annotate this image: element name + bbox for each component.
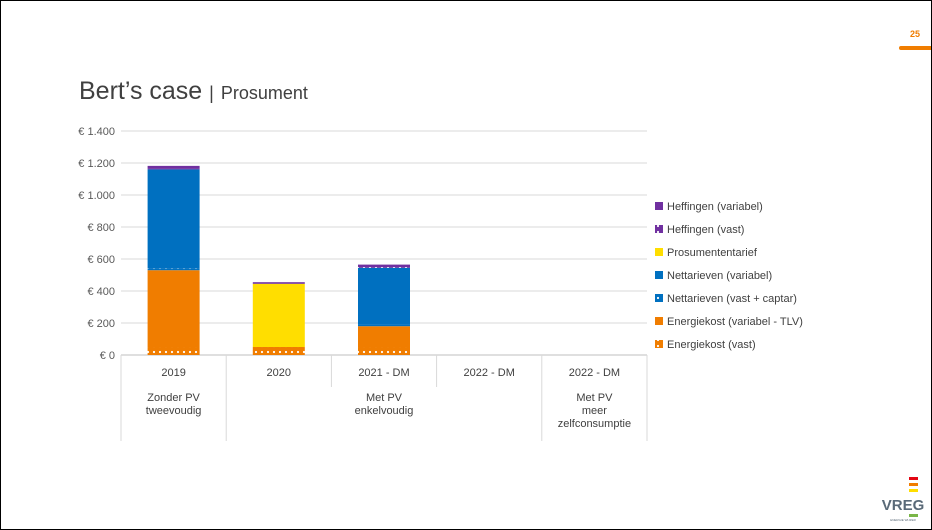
group-label: enkelvoudig bbox=[355, 405, 414, 417]
logo-text: VREG bbox=[882, 497, 925, 514]
y-tick-label: € 1.400 bbox=[78, 126, 115, 138]
y-tick-label: € 0 bbox=[100, 350, 115, 362]
x-tick-label: 2021 - DM bbox=[358, 367, 409, 379]
y-tick-label: € 1.000 bbox=[78, 190, 115, 202]
bar-segment bbox=[147, 270, 200, 347]
group-label: tweevoudig bbox=[146, 405, 202, 417]
legend-label: Heffingen (vast) bbox=[667, 224, 744, 236]
bar-segment bbox=[147, 168, 200, 170]
bar-segment bbox=[147, 165, 200, 169]
bar-segment bbox=[358, 267, 410, 268]
y-tick-label: € 800 bbox=[87, 222, 115, 234]
title-main: Bert’s case bbox=[79, 77, 203, 105]
x-tick-label: 2022 - DM bbox=[464, 367, 515, 379]
logo-bar-orange bbox=[909, 483, 918, 486]
slide-number: 25 bbox=[909, 29, 920, 39]
group-label: meer bbox=[582, 405, 607, 417]
legend-label: Prosumententarief bbox=[667, 247, 758, 259]
bar-segment bbox=[252, 347, 305, 355]
group-label: Zonder PV bbox=[147, 392, 200, 404]
y-tick-label: € 1.200 bbox=[78, 158, 115, 170]
bar-segment bbox=[147, 169, 200, 269]
logo-bar-green bbox=[909, 514, 918, 517]
logo-bar-yellow bbox=[909, 489, 918, 492]
y-tick-label: € 400 bbox=[87, 286, 115, 298]
legend-swatch bbox=[655, 271, 663, 279]
title-subtitle: Prosument bbox=[220, 83, 308, 103]
logo-bar-red bbox=[909, 477, 918, 480]
x-tick-label: 2020 bbox=[267, 367, 291, 379]
vreg-logo: VREG ENERGIE WIJZER bbox=[882, 477, 925, 522]
legend-label: Nettarieven (variabel) bbox=[667, 270, 772, 282]
legend-swatch bbox=[655, 202, 663, 210]
slide-number-accent-bar bbox=[899, 46, 931, 50]
bar-segment bbox=[252, 283, 305, 347]
bar-segment bbox=[252, 282, 305, 283]
legend-label: Nettarieven (vast + captar) bbox=[667, 293, 797, 305]
legend-swatch bbox=[655, 294, 663, 302]
group-label: zelfconsumptie bbox=[558, 418, 631, 430]
bar-segment bbox=[252, 283, 305, 284]
y-tick-label: € 200 bbox=[87, 318, 115, 330]
legend-swatch bbox=[655, 225, 663, 233]
x-tick-label: 2022 - DM bbox=[569, 367, 620, 379]
bar-segment bbox=[147, 347, 200, 355]
group-label: Met PV bbox=[576, 392, 613, 404]
bar-segment bbox=[358, 326, 410, 347]
y-tick-label: € 600 bbox=[87, 254, 115, 266]
legend-swatch bbox=[655, 317, 663, 325]
bar-segment bbox=[358, 324, 410, 327]
bar-segment bbox=[358, 347, 410, 355]
legend-label: Energiekost (variabel - TLV) bbox=[667, 316, 803, 328]
slide-title: Bert’s case | Prosument bbox=[79, 77, 308, 106]
group-label: Met PV bbox=[366, 392, 403, 404]
logo-tagline: ENERGIE WIJZER bbox=[890, 518, 916, 522]
x-tick-label: 2019 bbox=[161, 367, 185, 379]
legend-swatch bbox=[655, 340, 663, 348]
bar-segment bbox=[147, 268, 200, 271]
bar-segment bbox=[358, 264, 410, 267]
bar-segment bbox=[358, 267, 410, 325]
title-separator: | bbox=[209, 83, 214, 103]
legend-label: Heffingen (variabel) bbox=[667, 201, 763, 213]
legend-label: Energiekost (vast) bbox=[667, 339, 756, 351]
legend-swatch bbox=[655, 248, 663, 256]
